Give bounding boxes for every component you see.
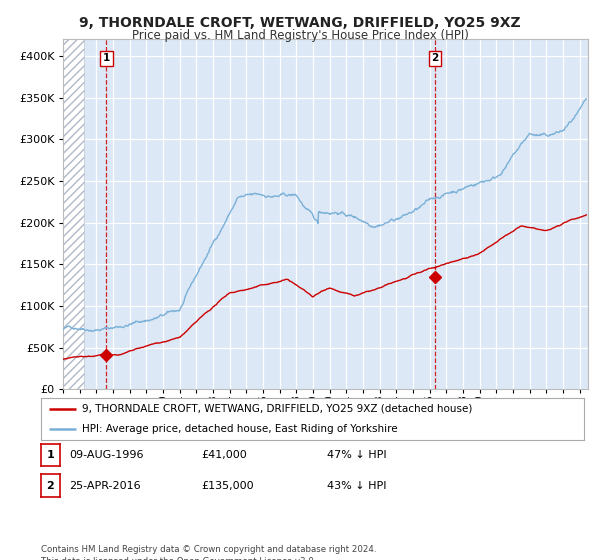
Text: 47% ↓ HPI: 47% ↓ HPI: [327, 450, 386, 460]
Text: HPI: Average price, detached house, East Riding of Yorkshire: HPI: Average price, detached house, East…: [82, 424, 397, 434]
Text: 1: 1: [47, 450, 54, 460]
Text: 1: 1: [103, 53, 110, 63]
Text: Price paid vs. HM Land Registry's House Price Index (HPI): Price paid vs. HM Land Registry's House …: [131, 29, 469, 42]
Text: 9, THORNDALE CROFT, WETWANG, DRIFFIELD, YO25 9XZ (detached house): 9, THORNDALE CROFT, WETWANG, DRIFFIELD, …: [82, 404, 472, 414]
Text: 9, THORNDALE CROFT, WETWANG, DRIFFIELD, YO25 9XZ: 9, THORNDALE CROFT, WETWANG, DRIFFIELD, …: [79, 16, 521, 30]
Text: £41,000: £41,000: [201, 450, 247, 460]
Text: 43% ↓ HPI: 43% ↓ HPI: [327, 480, 386, 491]
Text: 09-AUG-1996: 09-AUG-1996: [69, 450, 143, 460]
Text: 25-APR-2016: 25-APR-2016: [69, 480, 140, 491]
Text: 2: 2: [431, 53, 439, 63]
Text: £135,000: £135,000: [201, 480, 254, 491]
Text: 2: 2: [47, 480, 54, 491]
Text: Contains HM Land Registry data © Crown copyright and database right 2024.
This d: Contains HM Land Registry data © Crown c…: [41, 545, 376, 560]
